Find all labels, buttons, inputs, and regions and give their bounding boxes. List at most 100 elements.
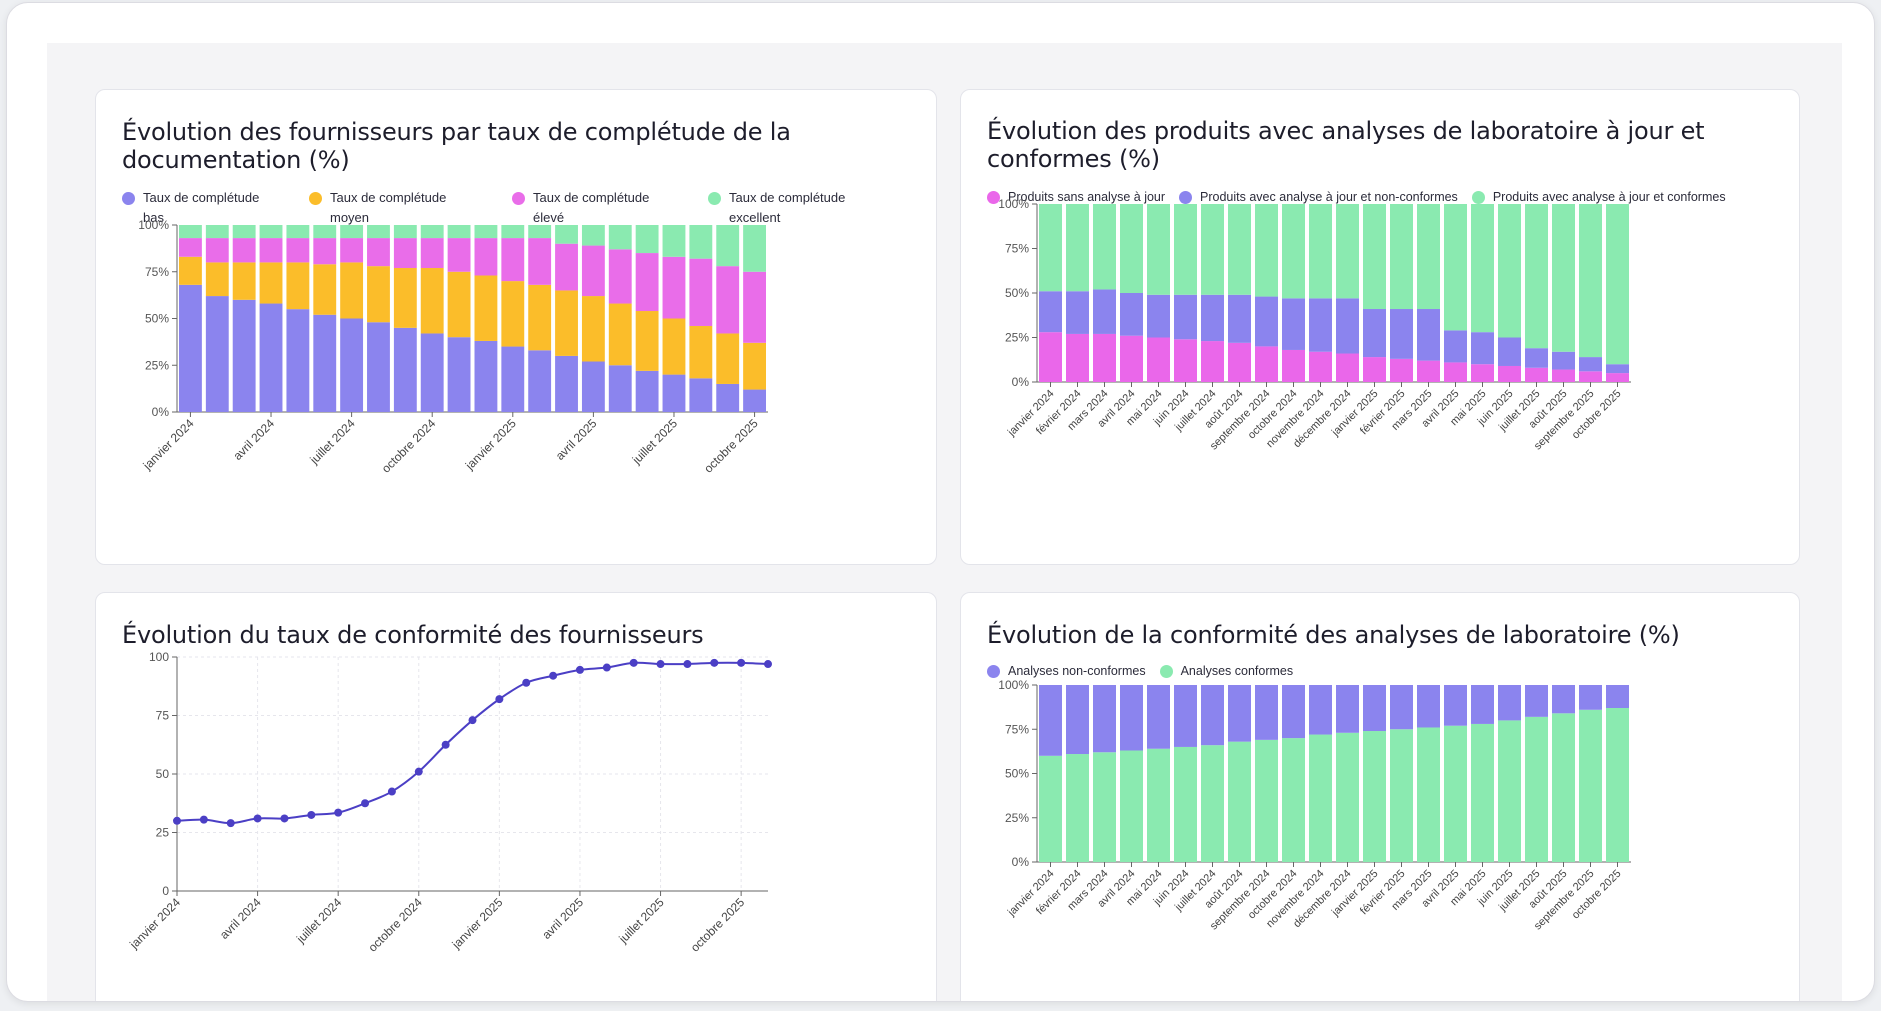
legend-item-non-conformes[interactable]: Analyses non-conformes <box>987 661 1146 681</box>
bar-segment <box>367 238 390 267</box>
bar-segment <box>1498 337 1521 366</box>
data-point <box>710 658 719 667</box>
bar-segment <box>1417 309 1440 361</box>
bar-segment <box>743 271 766 343</box>
data-point <box>683 660 692 669</box>
legend-item-eleve[interactable]: Taux de complétude élevé <box>512 188 708 228</box>
legend-label: Produits avec analyse à jour et conforme… <box>1492 190 1726 204</box>
dashboard-canvas: Évolution des fournisseurs par taux de c… <box>47 43 1842 1001</box>
bar-segment <box>743 225 766 272</box>
y-tick-label: 25% <box>145 358 169 372</box>
bar-segment <box>340 262 364 319</box>
bar-segment <box>232 262 256 300</box>
legend-item-excellent[interactable]: Taux de complétude excellent <box>708 188 888 228</box>
bar-segment <box>1471 364 1494 382</box>
bar-segment <box>1174 204 1197 295</box>
bar-segment <box>340 318 364 412</box>
bar-segment <box>393 225 417 239</box>
bar-segment <box>1120 293 1143 336</box>
bar-segment <box>662 225 686 257</box>
bar-segment <box>1255 204 1278 297</box>
legend-dot <box>1471 191 1485 204</box>
bar-segment <box>367 266 390 323</box>
bar-segment <box>1390 685 1413 730</box>
bar-segment <box>581 361 605 412</box>
bar-segment <box>689 325 713 379</box>
bar-segment <box>1417 685 1440 728</box>
bar-segment <box>232 299 256 412</box>
bar-segment <box>1093 333 1116 382</box>
data-point <box>280 814 289 823</box>
bar-segment <box>232 225 256 239</box>
legend-label: Produits sans analyse à jour <box>1008 190 1166 204</box>
bar-segment <box>716 383 740 412</box>
bar-segment <box>1363 309 1386 358</box>
bar-segment <box>689 258 713 326</box>
bar-segment <box>474 340 498 412</box>
legend-item-bas[interactable]: Taux de complétude bas <box>122 188 309 228</box>
bar-segment <box>286 238 310 263</box>
card-lab-products: Évolution des produits avec analyses de … <box>960 89 1800 565</box>
card-supplier-completeness: Évolution des fournisseurs par taux de c… <box>95 89 937 565</box>
bar-segment <box>1282 298 1305 350</box>
bar-segment <box>716 266 740 334</box>
legend-label: Produits avec analyse à jour et non-conf… <box>1200 190 1458 204</box>
bar-segment <box>340 238 364 263</box>
bar-segment <box>1579 357 1602 372</box>
bar-segment <box>1228 685 1251 742</box>
bar-segment <box>608 249 632 304</box>
bar-segment <box>447 238 471 272</box>
x-tick-label: avril 2024 <box>217 895 264 942</box>
x-tick-label: octobre 2025 <box>688 895 748 955</box>
bar-segment <box>1525 348 1548 368</box>
bar-segment <box>1552 204 1575 352</box>
bar-segment <box>1066 685 1089 755</box>
bar-segment <box>555 225 578 244</box>
bar-segment <box>528 238 552 285</box>
bar-segment <box>555 290 578 356</box>
series-line <box>176 661 769 825</box>
y-tick-label: 50% <box>1005 286 1029 300</box>
bar-segment <box>1417 727 1440 862</box>
x-tick-label: janvier 2024 <box>126 895 183 952</box>
legend-item-conformes[interactable]: Analyses conformes <box>1159 661 1293 681</box>
card-lab-conformity: Évolution de la conformité des analyses … <box>960 592 1800 1001</box>
legend-dot <box>1159 665 1173 678</box>
bar-segment <box>1444 362 1467 382</box>
bar-segment <box>1228 204 1251 295</box>
bar-segment <box>1228 741 1251 862</box>
bar-segment <box>635 253 659 312</box>
bar-segment <box>1039 291 1062 333</box>
data-point <box>764 660 772 669</box>
bar-segment <box>1606 204 1629 365</box>
chart3-title: Évolution du taux de conformité des four… <box>122 621 704 649</box>
bar-segment <box>205 238 229 263</box>
bar-segment <box>1525 716 1548 862</box>
bar-segment <box>313 225 337 239</box>
legend-item-sans-analyse[interactable]: Produits sans analyse à jour <box>987 187 1165 207</box>
bar-segment <box>179 284 202 412</box>
bar-segment <box>1579 371 1602 382</box>
legend-item-moyen[interactable]: Taux de complétude moyen <box>309 188 512 228</box>
bar-segment <box>205 296 229 412</box>
bar-segment <box>1444 204 1467 331</box>
bar-segment <box>1498 685 1521 721</box>
data-point <box>549 671 558 680</box>
data-point <box>334 808 343 817</box>
y-tick-label: 75% <box>1005 722 1029 736</box>
bar-segment <box>1471 723 1494 862</box>
legend-item-non-conformes[interactable]: Produits avec analyse à jour et non-conf… <box>1179 187 1458 207</box>
legend-item-conformes[interactable]: Produits avec analyse à jour et conforme… <box>1471 187 1726 207</box>
bar-segment <box>447 271 471 338</box>
bar-segment <box>1390 358 1413 382</box>
bar-segment <box>259 262 283 304</box>
bar-segment <box>1552 369 1575 382</box>
chart2-legend: Produits sans analyse à jour Produits av… <box>987 187 1726 207</box>
bar-segment <box>259 238 283 263</box>
bar-segment <box>528 225 552 239</box>
bar-segment <box>1606 373 1629 382</box>
bar-segment <box>1417 360 1440 382</box>
y-tick-label: 75 <box>156 709 170 723</box>
bar-segment <box>1444 725 1467 862</box>
bar-segment <box>259 225 283 239</box>
